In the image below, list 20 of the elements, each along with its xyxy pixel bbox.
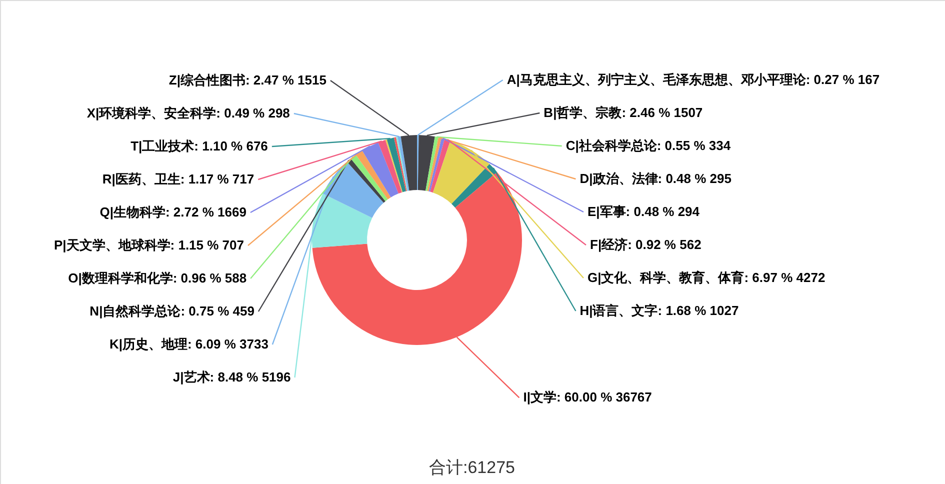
slice-label: R|医药、卫生: 1.17 % 717 bbox=[102, 171, 254, 186]
slice-label: I|文学: 60.00 % 36767 bbox=[523, 390, 652, 405]
slice-label: O|数理科学和化学: 0.96 % 588 bbox=[68, 270, 247, 286]
slice-label: N|自然科学总论: 0.75 % 459 bbox=[90, 303, 254, 318]
slice-label: Q|生物科学: 2.72 % 1669 bbox=[100, 204, 246, 220]
slice-label: D|政治、法律: 0.48 % 295 bbox=[580, 171, 732, 186]
slice-label: B|哲学、宗教: 2.46 % 1507 bbox=[544, 105, 703, 120]
slice-label: G|文化、科学、教育、体育: 6.97 % 4272 bbox=[587, 270, 826, 286]
slice-label: A|马克思主义、列宁主义、毛泽东思想、邓小平理论: 0.27 % 167 bbox=[506, 72, 880, 88]
slice-label: H|语言、文字: 1.68 % 1027 bbox=[580, 303, 739, 318]
slice-label: P|天文学、地球科学: 1.15 % 707 bbox=[54, 237, 244, 252]
text: 合计:61275 bbox=[429, 458, 515, 477]
slice-label: X|环境科学、安全科学: 0.49 % 298 bbox=[86, 105, 290, 120]
slice-label: C|社会科学总论: 0.55 % 334 bbox=[566, 138, 732, 154]
slice-label: Z|综合性图书: 2.47 % 1515 bbox=[168, 72, 326, 88]
slice-label: T|工业技术: 1.10 % 676 bbox=[130, 138, 268, 154]
slice-label: J|艺术: 8.48 % 5196 bbox=[172, 369, 291, 384]
slice-label: K|历史、地理: 6.09 % 3733 bbox=[109, 336, 268, 352]
slice-label: E|军事: 0.48 % 294 bbox=[587, 204, 700, 220]
slice-label: F|经济: 0.92 % 562 bbox=[590, 237, 702, 252]
